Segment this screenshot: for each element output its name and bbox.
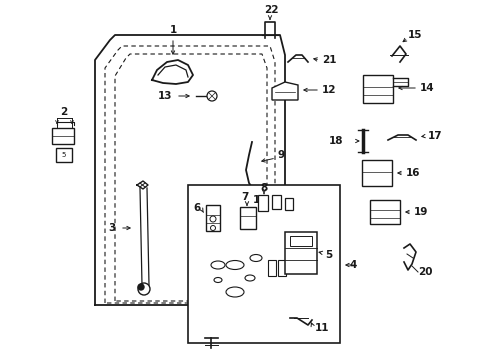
Bar [271,195,281,209]
Text: 18: 18 [328,136,342,146]
Text: 4: 4 [349,260,357,270]
Text: 6: 6 [193,203,200,213]
Text: 21: 21 [321,55,336,65]
Bar [187,185,339,343]
Bar [240,207,256,229]
Text: 20: 20 [417,267,431,277]
Text: 5: 5 [61,152,66,158]
Ellipse shape [214,278,222,283]
Text: 10: 10 [252,195,267,205]
Text: 7: 7 [241,192,248,202]
Bar [258,195,267,211]
Bar [285,232,316,274]
Text: 17: 17 [427,131,442,141]
Bar [278,260,285,276]
Ellipse shape [249,255,262,261]
Bar [361,160,391,186]
Text: 9: 9 [278,150,285,160]
Bar [267,260,275,276]
Circle shape [210,225,215,230]
Ellipse shape [225,287,244,297]
Bar [369,200,399,224]
Bar [285,198,292,210]
Polygon shape [271,82,297,100]
Text: 15: 15 [407,30,422,40]
Text: 3: 3 [108,223,115,233]
Text: 5: 5 [325,250,331,260]
Text: 1: 1 [169,25,176,35]
Bar [362,75,392,103]
Bar [289,236,311,246]
Text: 16: 16 [405,168,420,178]
Text: 19: 19 [413,207,427,217]
Text: 8: 8 [260,183,267,193]
Text: 13: 13 [158,91,172,101]
Ellipse shape [225,261,244,270]
Bar [56,148,72,162]
Text: 14: 14 [419,83,434,93]
Circle shape [138,284,143,290]
Text: 22: 22 [263,5,278,15]
Circle shape [209,216,216,222]
Circle shape [206,91,217,101]
Bar [205,205,220,231]
Ellipse shape [210,261,224,269]
Circle shape [138,283,150,295]
Ellipse shape [244,275,254,281]
Text: 2: 2 [60,107,67,117]
Text: 11: 11 [314,323,329,333]
Bar [52,128,74,144]
Text: 12: 12 [321,85,336,95]
